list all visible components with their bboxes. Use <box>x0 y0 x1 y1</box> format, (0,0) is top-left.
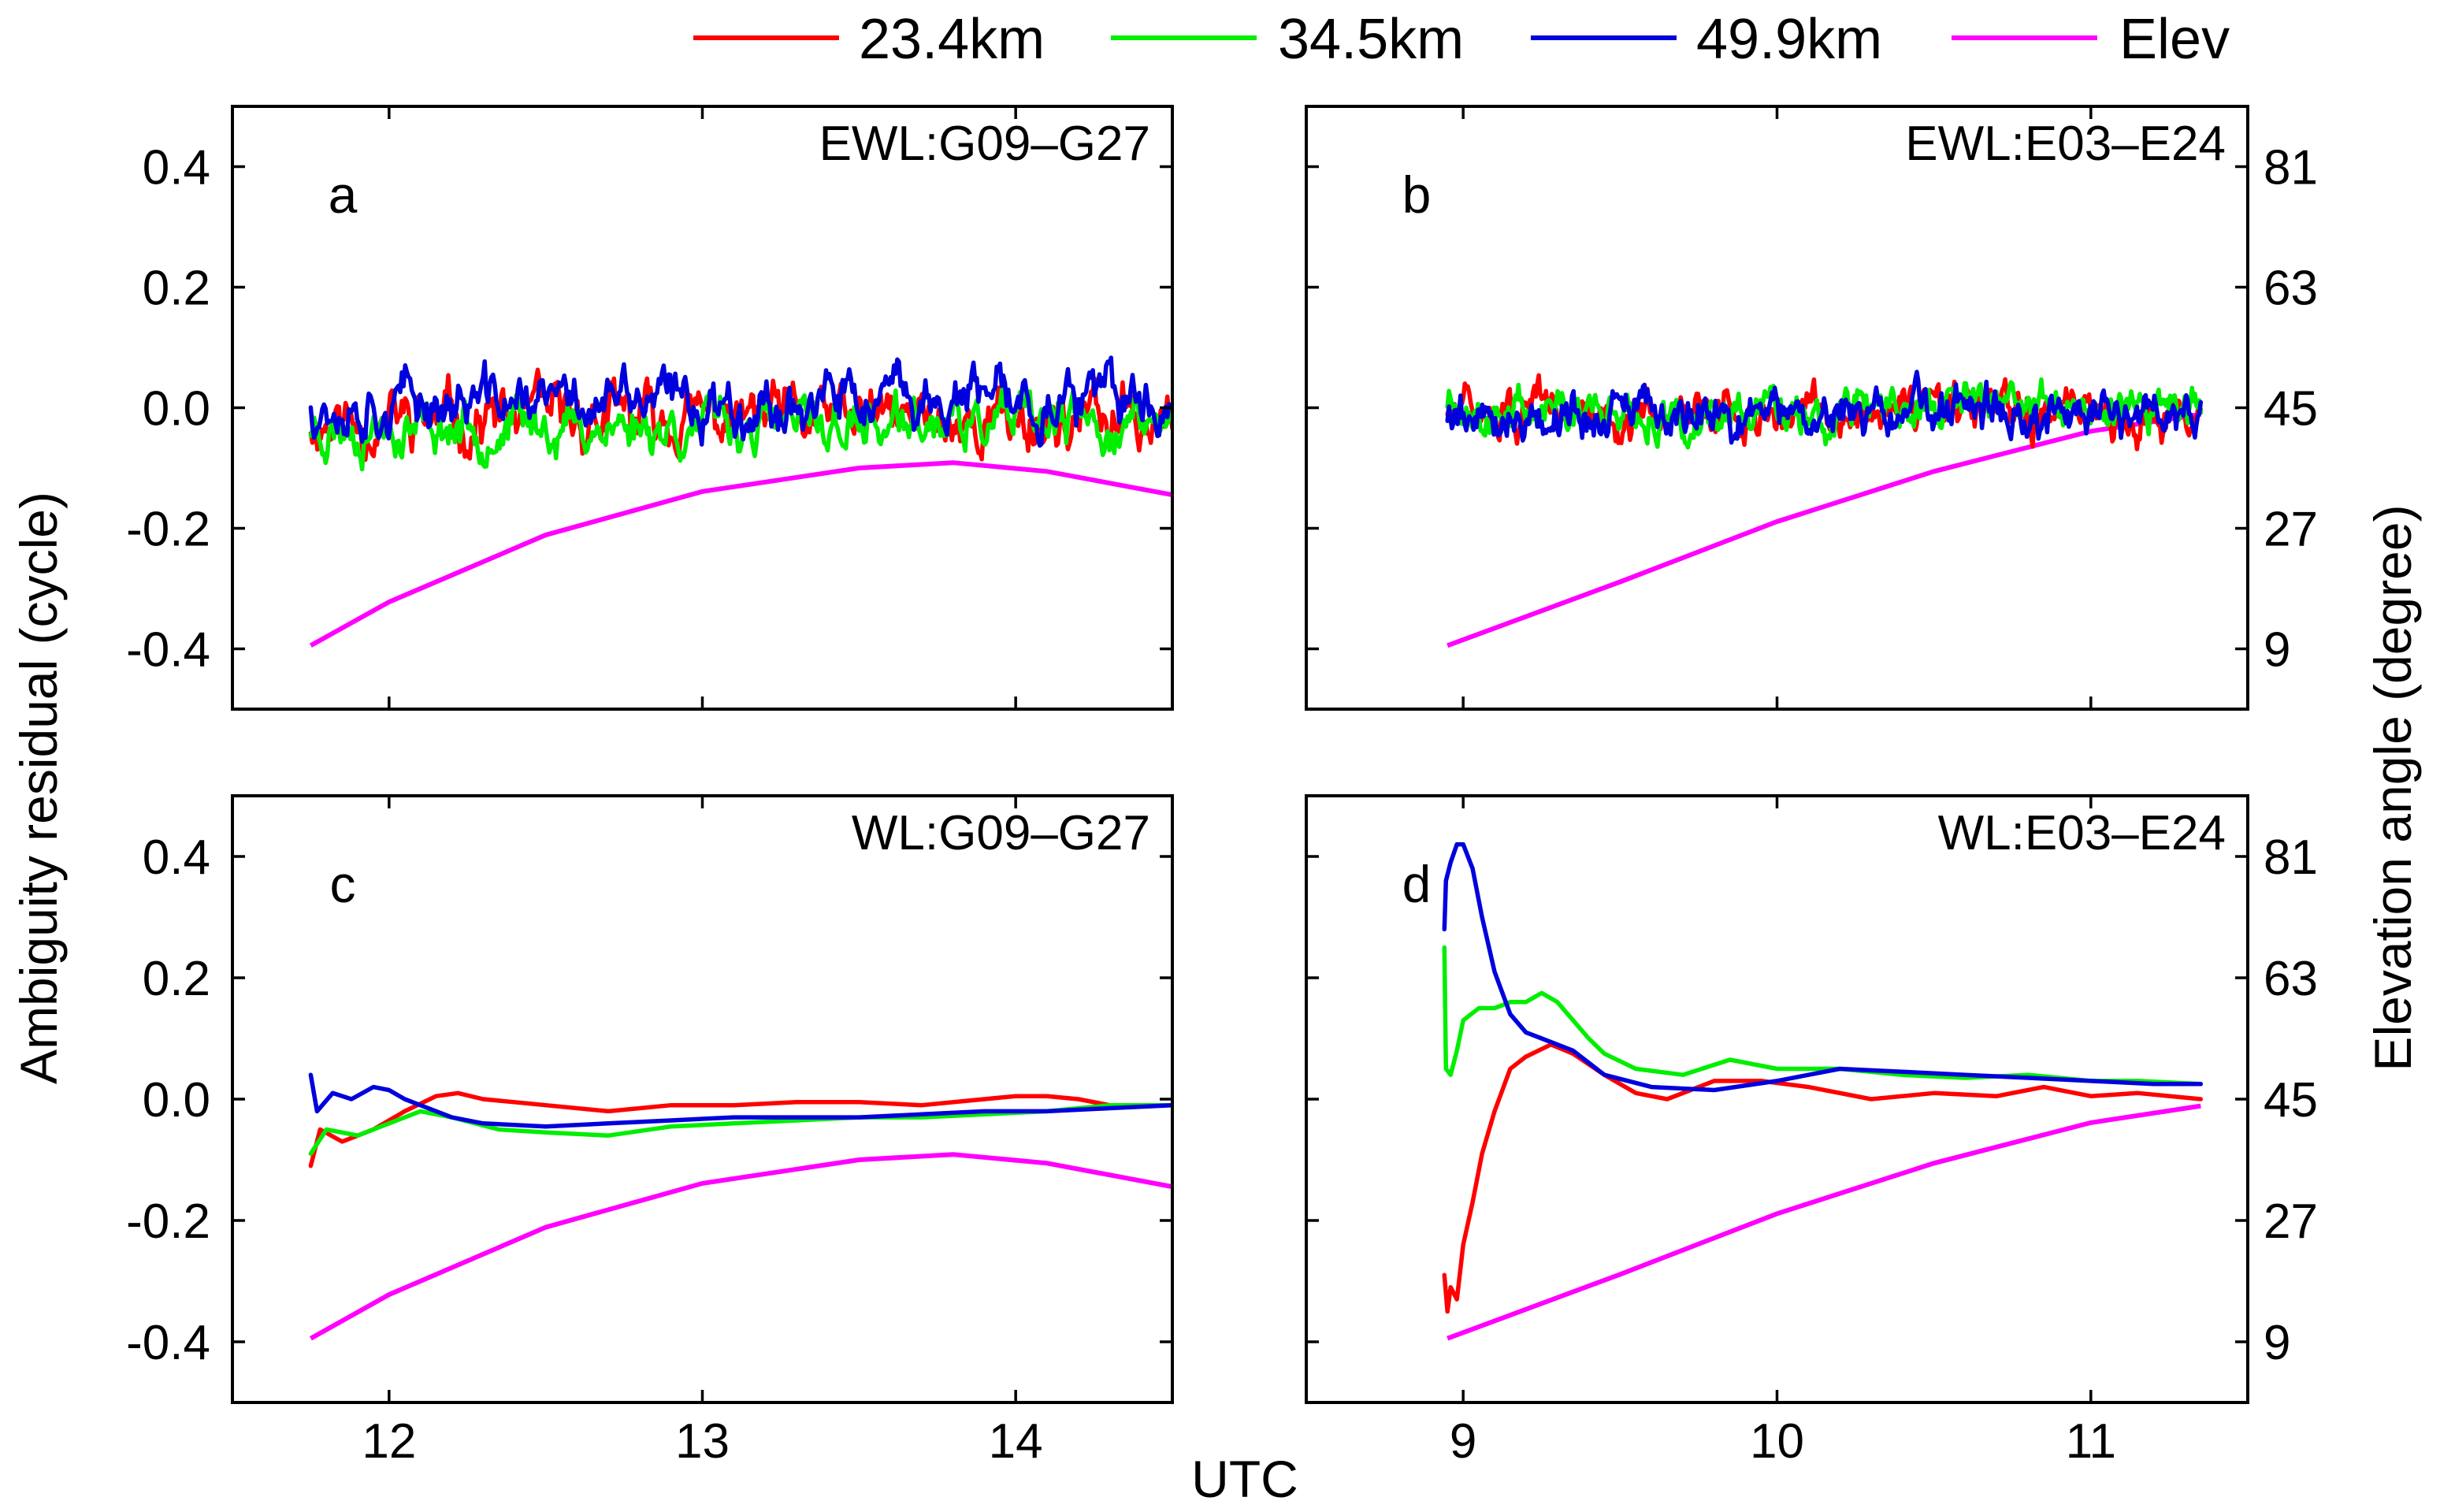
y2-tick-label-d-4: 9 <box>2264 1316 2290 1370</box>
series-49-9km-c <box>308 1072 1172 1129</box>
panel-letter-a: a <box>329 165 358 224</box>
y-tick-label-c-2: 0.0 <box>143 1073 210 1127</box>
y2-tick-label-d-0: 81 <box>2264 830 2318 885</box>
x-tick-label-d-1: 10 <box>1750 1414 1804 1469</box>
y-tick-label-c-4: -0.4 <box>126 1316 210 1370</box>
x-tick-label-d-2: 11 <box>2066 1414 2116 1469</box>
series-49-9km-a <box>308 355 1172 448</box>
panel-c: 12 13 14 0.4 0.2 0.0 -0.2 -0.4 c WL:G09–G27 <box>126 794 1174 1469</box>
panel-b: 81 63 45 27 9 b EWL:E03–E24 <box>1305 105 2318 711</box>
panel-d: 9 10 11 81 63 45 27 9 d WL:E03–E24 <box>1305 794 2318 1469</box>
y-axis-right-title: Elevation angle (degree) <box>2364 504 2422 1071</box>
plot-area-d <box>1442 841 2204 1341</box>
x-tick-label-c-0: 12 <box>362 1414 416 1469</box>
panel-title-b: EWL:E03–E24 <box>1905 117 2226 171</box>
y-tick-label-a-1: 0.2 <box>143 262 210 316</box>
legend-label-23km: 23.4km <box>859 8 1045 71</box>
plot-area-b <box>1445 370 2204 648</box>
series-49-9km-b <box>1445 370 2204 445</box>
panel-title-c: WL:G09–G27 <box>852 806 1150 860</box>
y2-tick-label-b-3: 27 <box>2264 503 2318 557</box>
panel-a: 0.4 0.2 0.0 -0.2 -0.4 a EWL:G09–G27 <box>126 105 1174 711</box>
x-tick-label-c-2: 14 <box>989 1414 1043 1469</box>
elev-line-c <box>309 1152 1172 1341</box>
series-23-4km-d <box>1442 1042 2204 1314</box>
y2-tick-label-d-3: 27 <box>2264 1194 2318 1249</box>
y-tick-label-c-3: -0.2 <box>126 1194 210 1249</box>
y2-tick-label-b-2: 45 <box>2264 382 2318 437</box>
series-23-4km-c <box>308 1090 1172 1168</box>
frame-c <box>231 794 1174 1404</box>
plot-area-a <box>308 355 1172 648</box>
plot-area-c <box>308 1072 1172 1341</box>
elev-line-b <box>1447 412 2201 648</box>
panel-title-d: WL:E03–E24 <box>1938 806 2226 860</box>
y-tick-label-c-1: 0.2 <box>143 952 210 1006</box>
panel-letter-c: c <box>330 855 356 913</box>
y-axis-left-title: Ambiguity residual (cycle) <box>9 492 68 1084</box>
panel-letter-b: b <box>1402 165 1432 224</box>
x-tick-label-d-0: 9 <box>1450 1414 1476 1469</box>
y-tick-label-a-3: -0.2 <box>126 503 210 557</box>
y-tick-label-c-0: 0.4 <box>143 830 210 885</box>
x-tick-label-c-1: 13 <box>675 1414 730 1469</box>
y2-tick-label-b-4: 9 <box>2264 623 2290 678</box>
panel-letter-d: d <box>1402 855 1432 913</box>
y2-tick-label-d-1: 63 <box>2264 952 2318 1006</box>
y-tick-label-a-4: -0.4 <box>126 623 210 678</box>
y2-tick-label-b-1: 63 <box>2264 262 2318 316</box>
legend-label-49km: 49.9km <box>1696 8 1882 71</box>
y2-tick-label-b-0: 81 <box>2264 141 2318 195</box>
series-34-5km-d <box>1442 945 2204 1087</box>
legend: 23.4km 34.5km 49.9km Elev <box>693 8 2230 71</box>
legend-label-34km: 34.5km <box>1278 8 1464 71</box>
elev-line-d <box>1447 1103 2201 1341</box>
panel-title-a: EWL:G09–G27 <box>819 117 1150 171</box>
series-49-9km-d <box>1442 841 2204 1093</box>
y-tick-label-a-0: 0.4 <box>143 141 210 195</box>
legend-label-elev: Elev <box>2119 8 2230 71</box>
y-tick-label-a-2: 0.0 <box>143 382 210 437</box>
y2-tick-label-d-2: 45 <box>2264 1073 2318 1127</box>
elev-line-a <box>309 460 1172 648</box>
series-34-5km-c <box>308 1102 1172 1157</box>
x-axis-title: UTC <box>1191 1450 1298 1508</box>
panels: 0.4 0.2 0.0 -0.2 -0.4 a EWL:G09–G27 81 63 45 27 9 b E… <box>126 105 2318 1469</box>
